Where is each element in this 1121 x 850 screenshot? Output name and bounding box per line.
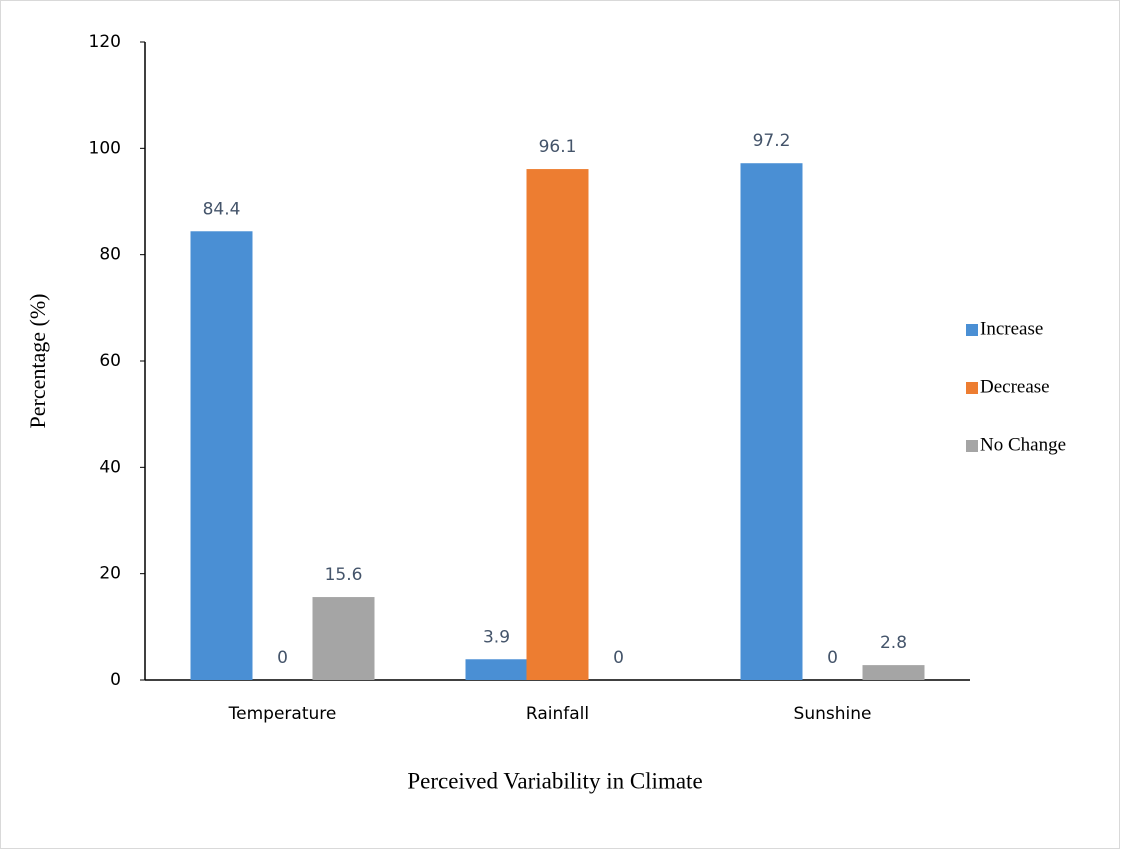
value-label: 84.4 (203, 199, 241, 219)
value-label: 2.8 (880, 633, 907, 653)
value-label: 97.2 (753, 131, 791, 151)
legend-label: No Change (980, 434, 1066, 455)
x-axis-title: Perceived Variability in Climate (407, 768, 702, 793)
value-label: 3.9 (483, 627, 510, 647)
y-tick-label: 100 (89, 138, 121, 158)
value-label: 96.1 (539, 137, 577, 157)
value-label: 0 (827, 648, 838, 668)
value-label: 0 (613, 648, 624, 668)
y-tick-label: 120 (89, 32, 121, 52)
x-tick-label: Sunshine (794, 704, 872, 724)
bar (526, 169, 589, 680)
value-label: 15.6 (325, 565, 363, 585)
y-tick-label: 80 (99, 245, 121, 265)
legend-label: Increase (980, 318, 1043, 339)
legend-swatch (966, 440, 978, 452)
x-tick-label: Rainfall (526, 704, 589, 724)
legend-swatch (966, 324, 978, 336)
y-tick-label: 60 (99, 351, 121, 371)
legend-swatch (966, 382, 978, 394)
bar (465, 659, 528, 680)
y-axis-title: Percentage (%) (25, 294, 50, 429)
legend-label: Decrease (980, 376, 1050, 397)
bar (740, 163, 803, 681)
bar (312, 597, 375, 680)
y-tick-label: 20 (99, 564, 121, 584)
bar (190, 231, 253, 681)
y-tick-label: 40 (99, 457, 121, 477)
y-tick-label: 0 (110, 670, 121, 690)
bar (862, 665, 925, 680)
x-tick-label: Temperature (228, 704, 337, 724)
value-label: 0 (277, 648, 288, 668)
